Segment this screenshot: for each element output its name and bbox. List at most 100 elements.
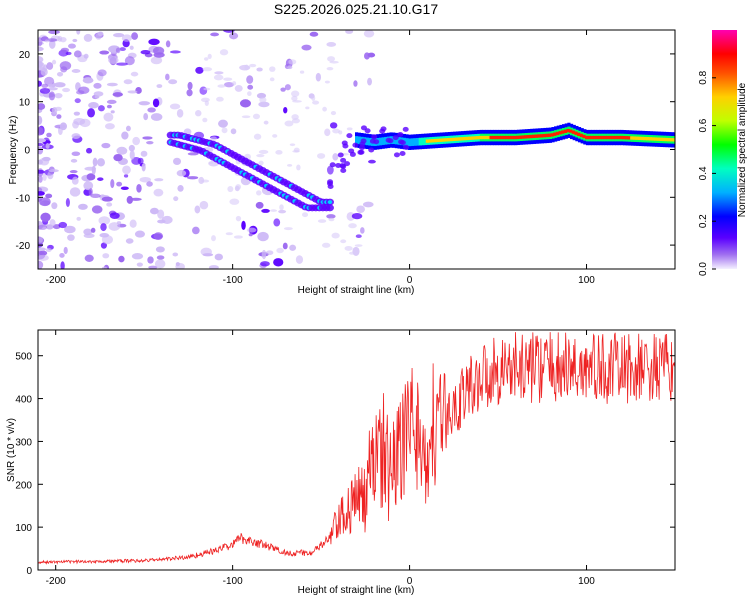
spectrogram-y-axis-label: Frequency (Hz) <box>8 116 19 185</box>
trace-core <box>327 200 333 205</box>
noise-blob <box>110 110 115 114</box>
ridge-band-peak <box>502 135 506 140</box>
noise-blob <box>113 153 123 162</box>
noise-blob <box>218 119 228 128</box>
noise-blob <box>291 90 300 97</box>
ridge-band-peak <box>672 138 675 142</box>
noise-blob <box>225 232 233 236</box>
noise-blob <box>136 262 143 267</box>
noise-blob <box>278 209 287 214</box>
noise-blob <box>208 265 219 269</box>
noise-blob <box>312 100 320 105</box>
noise-blob <box>169 103 181 110</box>
noise-blob <box>161 215 173 224</box>
noise-blob <box>186 176 199 180</box>
noise-blob <box>295 255 304 264</box>
ridge-blob <box>393 152 400 158</box>
noise-blob <box>187 81 193 90</box>
ridge-band-peak <box>481 135 485 140</box>
noise-blob <box>256 190 262 196</box>
noise-blob <box>116 62 128 66</box>
noise-blob <box>150 56 163 65</box>
noise-blob <box>155 246 165 253</box>
noise-blob <box>56 71 64 77</box>
noise-blob <box>153 46 165 55</box>
noise-blob <box>326 42 337 47</box>
ridge-blob <box>335 162 342 168</box>
y-tick-label: 500 <box>15 352 32 363</box>
noise-blob <box>351 212 363 220</box>
noise-blob <box>261 249 267 260</box>
noise-blob <box>154 259 166 269</box>
noise-blob <box>124 56 135 66</box>
noise-blob <box>71 151 81 157</box>
noise-blob <box>148 265 158 269</box>
noise-blob <box>90 193 101 198</box>
ridge-band-peak <box>577 132 581 136</box>
ridge-band-core <box>408 138 412 147</box>
ridge-band-core <box>365 137 369 146</box>
ridge-band-peak <box>558 131 562 135</box>
noise-blob <box>63 246 68 255</box>
noise-blob <box>232 81 237 86</box>
noise-blob <box>299 70 305 74</box>
noise-blob <box>354 244 363 247</box>
x-tick-label: 100 <box>578 275 595 286</box>
noise-blob <box>283 106 288 114</box>
ridge-band-peak <box>457 137 461 141</box>
noise-blob <box>97 69 107 77</box>
x-tick-label: -100 <box>223 576 243 587</box>
noise-blob <box>301 212 309 218</box>
noise-blob <box>272 134 278 138</box>
noise-blob <box>74 98 81 104</box>
noise-blob <box>280 87 286 92</box>
noise-blob <box>39 88 51 94</box>
noise-blob <box>216 96 224 102</box>
noise-blob <box>330 111 337 116</box>
noise-blob <box>258 101 270 108</box>
noise-blob <box>38 254 49 261</box>
noise-blob <box>134 230 145 238</box>
ridge-band-peak <box>667 137 671 142</box>
ridge-band-peak <box>648 137 652 141</box>
snr-frame <box>37 329 676 571</box>
ridge-band-peak <box>624 136 629 140</box>
ridge-band-peak <box>616 135 621 140</box>
ridge-blob <box>329 162 336 168</box>
noise-blob <box>367 52 376 58</box>
noise-blob <box>45 247 52 252</box>
noise-blob <box>48 39 56 49</box>
y-tick-label: 100 <box>15 523 32 534</box>
noise-blob <box>100 242 107 249</box>
noise-blob <box>119 47 126 52</box>
noise-blob <box>138 101 151 106</box>
noise-blob <box>116 181 123 187</box>
noise-blob <box>87 108 95 118</box>
ridge-band-peak <box>439 138 443 142</box>
noise-blob <box>146 181 153 187</box>
noise-blob <box>258 149 269 155</box>
ridge-band-peak <box>659 137 663 141</box>
noise-blob <box>62 87 71 93</box>
noise-blob <box>73 117 86 126</box>
noise-blob <box>244 64 249 71</box>
ridge-band-peak <box>561 130 565 134</box>
ridge-band-peak <box>494 135 498 140</box>
noise-blob <box>106 99 117 105</box>
ridge-blob <box>402 126 409 132</box>
noise-blob <box>83 181 94 191</box>
noise-blob <box>108 222 121 231</box>
noise-blob <box>202 67 213 72</box>
noise-blob <box>223 77 233 81</box>
noise-blob <box>332 128 340 134</box>
noise-blob <box>59 253 65 258</box>
noise-blob <box>227 186 234 193</box>
noise-blob <box>38 115 43 125</box>
noise-blob <box>321 242 331 248</box>
noise-blob <box>157 209 165 219</box>
noise-blob <box>121 34 132 42</box>
ridge-band-peak <box>608 135 613 140</box>
noise-blob <box>82 77 94 84</box>
